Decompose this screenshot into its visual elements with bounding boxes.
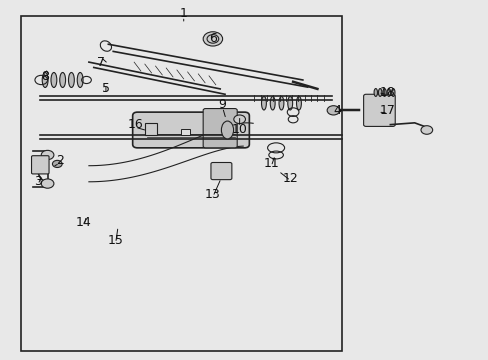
Ellipse shape bbox=[391, 89, 394, 96]
Ellipse shape bbox=[51, 72, 57, 87]
Text: 7: 7 bbox=[97, 55, 105, 69]
Ellipse shape bbox=[68, 72, 74, 87]
FancyBboxPatch shape bbox=[363, 94, 394, 126]
Circle shape bbox=[233, 115, 245, 123]
Text: 9: 9 bbox=[218, 99, 226, 112]
Circle shape bbox=[326, 106, 339, 115]
Text: 5: 5 bbox=[102, 82, 110, 95]
Text: 17: 17 bbox=[379, 104, 395, 117]
Circle shape bbox=[420, 126, 432, 134]
Text: 10: 10 bbox=[231, 123, 247, 136]
Bar bbox=[21, 16, 341, 351]
Ellipse shape bbox=[77, 72, 83, 87]
Text: 1: 1 bbox=[180, 8, 187, 21]
Text: 4: 4 bbox=[332, 104, 340, 117]
Ellipse shape bbox=[373, 89, 377, 96]
Circle shape bbox=[41, 150, 54, 159]
Ellipse shape bbox=[378, 89, 381, 96]
Ellipse shape bbox=[386, 89, 390, 96]
Circle shape bbox=[41, 179, 54, 188]
Ellipse shape bbox=[279, 96, 284, 110]
Circle shape bbox=[52, 160, 62, 167]
Ellipse shape bbox=[287, 96, 292, 110]
Bar bbox=[144, 123, 157, 135]
Text: 3: 3 bbox=[34, 175, 41, 188]
Text: 8: 8 bbox=[41, 70, 49, 83]
Circle shape bbox=[203, 32, 222, 46]
Bar bbox=[181, 129, 190, 135]
Ellipse shape bbox=[382, 89, 386, 96]
Ellipse shape bbox=[296, 96, 301, 110]
Text: 12: 12 bbox=[282, 172, 298, 185]
FancyBboxPatch shape bbox=[132, 112, 249, 148]
Text: 15: 15 bbox=[107, 234, 123, 247]
Ellipse shape bbox=[261, 96, 266, 110]
Text: 18: 18 bbox=[379, 86, 395, 99]
Text: 16: 16 bbox=[127, 118, 142, 131]
Ellipse shape bbox=[270, 96, 275, 110]
Ellipse shape bbox=[221, 121, 233, 139]
Text: 2: 2 bbox=[56, 154, 63, 167]
Ellipse shape bbox=[60, 72, 65, 87]
Text: 6: 6 bbox=[208, 32, 216, 45]
FancyBboxPatch shape bbox=[31, 156, 49, 174]
Ellipse shape bbox=[42, 72, 48, 87]
Text: 11: 11 bbox=[263, 157, 279, 170]
Text: 14: 14 bbox=[76, 216, 92, 229]
FancyBboxPatch shape bbox=[203, 109, 237, 148]
Text: 13: 13 bbox=[204, 188, 220, 201]
FancyBboxPatch shape bbox=[210, 162, 231, 180]
